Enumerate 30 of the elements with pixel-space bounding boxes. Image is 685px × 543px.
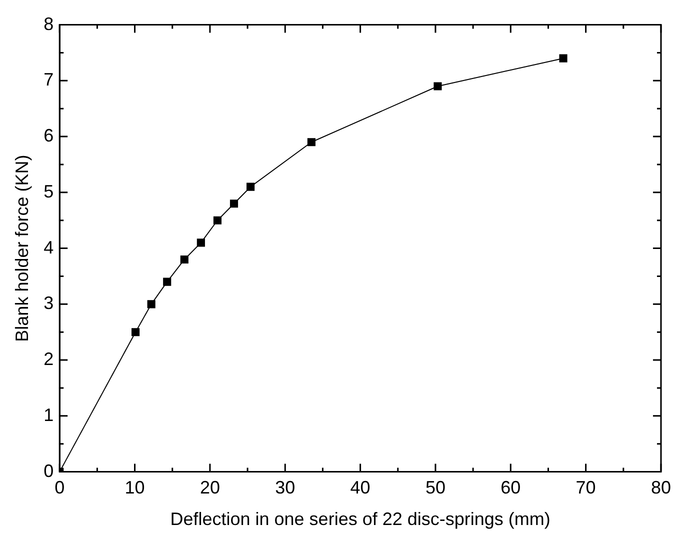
y-tick-label: 6 — [44, 126, 54, 146]
x-tick-label: 10 — [124, 478, 145, 498]
point — [132, 328, 140, 336]
y-axis-title: Blank holder force (KN) — [12, 154, 32, 342]
point — [180, 255, 188, 264]
point — [559, 54, 568, 62]
x-tick-label: 80 — [650, 478, 672, 498]
x-tick-label: 30 — [275, 478, 296, 498]
y-tick-label: 0 — [44, 460, 54, 481]
y-tick-label: 2 — [44, 349, 54, 370]
point — [434, 82, 442, 90]
point — [230, 200, 238, 208]
y-tick-label: 7 — [44, 70, 54, 90]
x-tick-label: 40 — [350, 478, 370, 498]
point — [307, 138, 316, 146]
point — [246, 182, 255, 191]
x-tick-label: 50 — [425, 478, 446, 498]
y-tick-label: 8 — [44, 14, 54, 34]
point — [213, 216, 222, 224]
x-tick-label: 70 — [576, 478, 596, 498]
point — [147, 300, 156, 308]
point — [196, 238, 205, 247]
point — [163, 278, 172, 286]
x-tick-label: 60 — [500, 478, 521, 498]
y-tick-label: 1 — [44, 404, 54, 425]
x-tick-label: 20 — [200, 478, 220, 498]
y-tick-label: 4 — [44, 237, 54, 258]
y-tick-label: 3 — [44, 293, 54, 314]
x-axis-title: Deflection in one series of 22 disc-springs (mm) — [170, 509, 550, 530]
y-tick-label: 5 — [44, 181, 54, 202]
